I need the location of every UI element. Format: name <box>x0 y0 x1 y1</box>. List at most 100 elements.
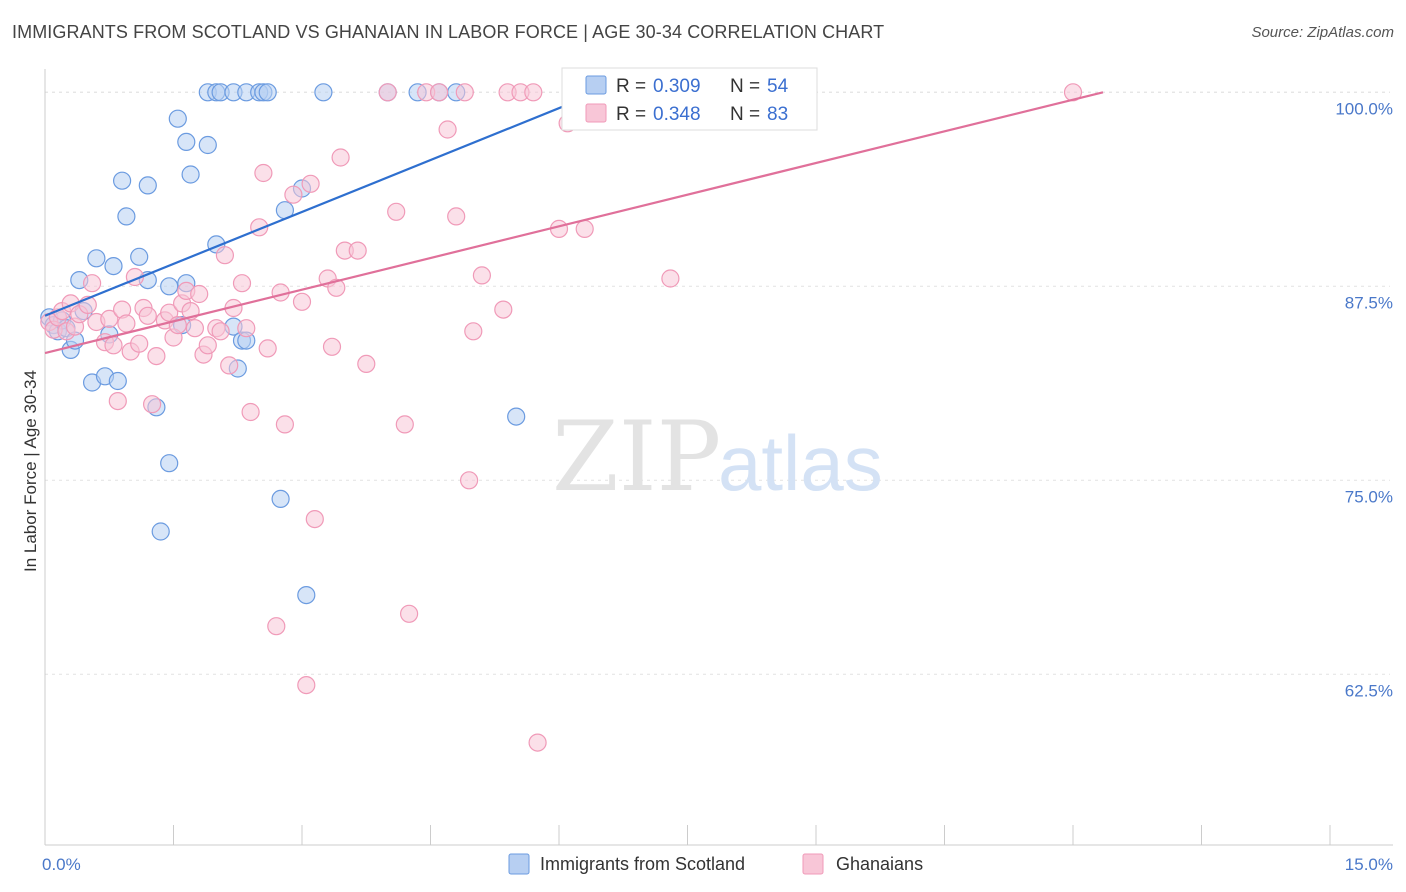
ghanaians-point-49 <box>284 185 303 204</box>
watermark: ZIP atlas <box>552 401 883 513</box>
axes <box>44 69 1393 846</box>
ghanaians-point-44 <box>254 163 273 183</box>
legend-swatch-blue <box>585 75 607 95</box>
scotland-point-24 <box>168 109 187 128</box>
chart-title: IMMIGRANTS FROM SCOTLAND VS GHANAIAN IN … <box>12 22 885 42</box>
ghanaians-point-73 <box>494 300 513 319</box>
series-ghanaians-points <box>40 83 1083 752</box>
x-tick-label-min: 0.0% <box>42 855 81 874</box>
legend-swatch-pink <box>585 103 607 123</box>
gridlines <box>45 91 1390 675</box>
ghanaians-point-61 <box>378 83 397 102</box>
scotland-point-14 <box>108 371 127 391</box>
ghanaians-point-62 <box>387 202 406 221</box>
ghanaians-point-59 <box>348 241 367 260</box>
legend-r-label-1: R = <box>616 76 646 97</box>
ghanaians-trend-line <box>44 91 1104 355</box>
ghanaians-point-25 <box>160 303 179 322</box>
scotland-point-17 <box>130 247 149 266</box>
ghanaians-point-77 <box>528 733 547 752</box>
watermark-zip: ZIP <box>552 401 721 513</box>
ghanaians-point-40 <box>232 274 252 293</box>
ghanaians-point-67 <box>438 120 457 139</box>
y-axis-label: In Labor Force | Age 30-34 <box>21 370 40 572</box>
ghanaians-point-51 <box>297 675 316 695</box>
correlation-legend: R = 0.309 N = 54 R = 0.348 N = 83 <box>561 67 818 131</box>
scotland-point-47 <box>314 83 333 102</box>
ghanaians-point-56 <box>327 278 346 297</box>
y-tick-label-1: 75.0% <box>1345 487 1393 506</box>
ghanaians-point-31 <box>185 319 204 338</box>
ghanaians-point-71 <box>464 322 483 341</box>
scotland-point-43 <box>271 489 290 508</box>
legend-n-value-1: 54 <box>767 76 789 97</box>
trend-lines <box>44 91 1104 355</box>
ghanaians-point-60 <box>357 354 376 373</box>
ghanaians-point-55 <box>322 337 342 356</box>
y-tick-labels: 62.5% 75.0% 87.5% 100.0% <box>1335 99 1393 700</box>
chart-source: Source: ZipAtlas.com <box>1251 24 1394 41</box>
ghanaians-point-81 <box>661 269 680 288</box>
ghanaians-point-42 <box>241 402 260 422</box>
ghanaians-point-48 <box>275 415 294 434</box>
ghanaians-point-21 <box>138 306 157 325</box>
ghanaians-point-37 <box>215 246 234 265</box>
scotland-trend-line <box>44 103 568 317</box>
ghanaians-point-64 <box>400 604 419 623</box>
ghanaians-point-46 <box>267 617 286 636</box>
ghanaians-point-16 <box>117 314 136 333</box>
x-tick-label-max: 15.0% <box>1345 855 1393 874</box>
legend-n-label-2: N = <box>730 104 760 125</box>
legend-n-value-2: 83 <box>767 104 788 125</box>
scotland-point-46 <box>297 585 316 605</box>
y-tick-label-0: 62.5% <box>1345 681 1393 700</box>
ghanaians-point-23 <box>147 347 166 366</box>
ghanaians-point-12 <box>100 309 119 328</box>
ghanaians-point-50 <box>292 292 312 311</box>
legend-ghanaians-swatch <box>802 853 824 875</box>
ghanaians-point-76 <box>524 83 543 102</box>
scotland-point-52 <box>507 407 526 426</box>
ghanaians-point-45 <box>258 339 277 358</box>
scotland-point-21 <box>151 522 170 541</box>
ghanaians-point-72 <box>472 266 491 285</box>
scotland-point-19 <box>138 176 157 195</box>
watermark-atlas: atlas <box>718 419 883 507</box>
ghanaians-point-57 <box>331 148 350 167</box>
scotland-point-23 <box>160 454 179 473</box>
ghanaians-point-36 <box>211 322 230 341</box>
legend-ghanaians-label: Ghanaians <box>836 854 923 874</box>
scotland-point-15 <box>112 171 132 190</box>
ghanaians-point-63 <box>395 415 414 434</box>
ghanaians-point-80 <box>575 219 594 238</box>
legend-n-label-1: N = <box>730 76 760 97</box>
ghanaians-point-38 <box>220 356 239 375</box>
legend-r-label-2: R = <box>616 104 646 125</box>
legend-scotland-swatch <box>508 853 530 875</box>
ghanaians-point-34 <box>198 336 217 355</box>
legend-r-value-2: 0.348 <box>653 104 701 125</box>
scotland-point-16 <box>117 207 136 226</box>
ghanaians-point-66 <box>430 83 449 102</box>
ghanaians-point-41 <box>237 319 256 338</box>
ghanaians-point-32 <box>190 284 209 304</box>
ghanaians-point-13 <box>104 336 123 355</box>
scotland-point-42 <box>258 83 277 102</box>
scotland-point-13 <box>104 257 123 276</box>
y-tick-label-3: 100.0% <box>1335 99 1393 118</box>
legend-r-value-1: 0.309 <box>653 76 701 97</box>
scotland-point-22 <box>160 277 179 296</box>
scotland-point-28 <box>181 165 200 184</box>
ghanaians-point-22 <box>143 395 162 414</box>
series-legend: Immigrants from Scotland Ghanaians <box>508 853 923 875</box>
legend-scotland-label: Immigrants from Scotland <box>540 854 745 874</box>
ghanaians-point-9 <box>82 274 102 293</box>
scotland-point-26 <box>177 132 196 151</box>
ghanaians-point-68 <box>447 207 466 226</box>
ghanaians-point-19 <box>130 334 149 353</box>
ghanaians-point-69 <box>455 83 474 102</box>
ghanaians-point-14 <box>108 392 127 411</box>
ghanaians-point-53 <box>305 509 324 529</box>
y-tick-label-2: 87.5% <box>1345 293 1393 312</box>
